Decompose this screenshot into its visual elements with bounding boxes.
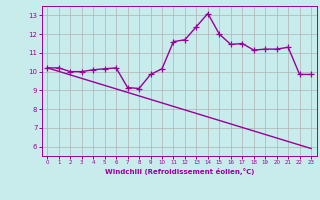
X-axis label: Windchill (Refroidissement éolien,°C): Windchill (Refroidissement éolien,°C): [105, 168, 254, 175]
